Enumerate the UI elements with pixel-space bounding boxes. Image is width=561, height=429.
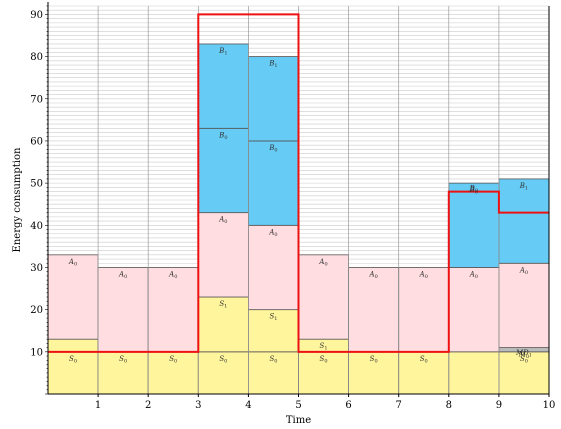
- y-tick-label: 50: [30, 179, 43, 190]
- bar-segment: [247, 56, 299, 142]
- y-tick-label: 90: [30, 10, 43, 21]
- segment-label: S0: [520, 355, 528, 365]
- annotation-label: B0: [469, 184, 478, 194]
- x-tick-label: 6: [345, 400, 351, 411]
- bar-segment: [47, 338, 99, 353]
- bar-segment: [97, 351, 149, 395]
- x-axis-title: Time: [286, 415, 311, 426]
- bars: [47, 43, 550, 395]
- y-tick-label: 30: [30, 263, 43, 274]
- segment-label: S0: [69, 355, 77, 365]
- bar-segment: [448, 351, 500, 395]
- bar-segment: [147, 267, 199, 353]
- segment-label: A0: [318, 258, 327, 268]
- bar-segment: [498, 178, 550, 264]
- segment-label: A0: [268, 228, 277, 238]
- segment-label: A0: [519, 266, 528, 276]
- bar-segment: [398, 267, 450, 353]
- annotation-label: MD1: [515, 349, 532, 359]
- segment-label: B0: [469, 186, 478, 196]
- x-tick-label: 10: [543, 400, 556, 411]
- segment-label: M0: [518, 351, 529, 361]
- segment-label: S0: [370, 355, 378, 365]
- bar-segment: [47, 254, 99, 340]
- segment-labels: S0 A0 S0 A0 S0 A0 S0 S1 A0 B0 B1 S0 S1 A0 B0 B1 S0 S1 A0 S0…: [68, 47, 532, 364]
- y-tick-label: 40: [30, 221, 43, 232]
- segment-label: S0: [119, 355, 127, 365]
- segment-label: A0: [369, 270, 378, 280]
- segment-label: A0: [469, 270, 478, 280]
- y-axis-title: Energy consumption: [12, 147, 23, 252]
- segment-label: S0: [420, 355, 428, 365]
- segment-label: A0: [419, 270, 428, 280]
- x-tick-label: 4: [245, 400, 251, 411]
- bar-segment: [47, 351, 99, 395]
- bar-segment: [348, 351, 400, 395]
- axes: 1 2 3 4 5 6 7 8 9 10 10 20 30 40 50 60 70 80 90: [30, 2, 555, 411]
- segment-label: A0: [68, 258, 77, 268]
- bar-segment: [348, 267, 400, 353]
- segment-label: B0: [268, 144, 277, 154]
- y-tick-label: 80: [30, 52, 43, 63]
- bar-segment: [247, 140, 299, 226]
- segment-label: A0: [218, 216, 227, 226]
- y-tick-label: 20: [30, 305, 43, 316]
- bar-segment: [498, 262, 550, 349]
- bar-segment: [498, 351, 550, 395]
- segment-label: B0: [218, 131, 227, 141]
- segment-label: B1: [218, 47, 227, 57]
- segment-label: S0: [320, 355, 328, 365]
- bar-segment: [147, 351, 199, 395]
- bar-segment: [97, 267, 149, 353]
- y-tick-label: 60: [30, 136, 43, 147]
- segment-label: B1: [519, 182, 528, 192]
- y-tick-label: 10: [30, 347, 43, 358]
- segment-label: S0: [269, 355, 277, 365]
- x-tick-label: 9: [496, 400, 502, 411]
- capacity-line-group: [48, 13, 549, 353]
- bar-segment: [298, 254, 349, 340]
- x-tick-label: 3: [195, 400, 201, 411]
- y-tick-label: 70: [30, 94, 43, 105]
- capacity-line: [48, 13, 549, 353]
- segment-label: A0: [168, 270, 177, 280]
- x-tick-label: 2: [145, 400, 151, 411]
- bar-segment: [448, 182, 500, 268]
- bar-segment: [197, 127, 249, 214]
- bar-segment: [247, 224, 299, 311]
- segment-label: S1: [320, 342, 328, 352]
- bar-segment: [448, 267, 500, 353]
- bar-segment: [197, 351, 249, 395]
- segment-label: S0: [169, 355, 177, 365]
- x-tick-label: 7: [396, 400, 402, 411]
- x-tick-label: 1: [95, 400, 101, 411]
- segment-label: S1: [219, 300, 227, 310]
- segment-label: B1: [268, 60, 277, 70]
- bar-segment: [197, 43, 249, 129]
- bar-segment: [197, 296, 249, 353]
- bar-segment: [197, 212, 249, 298]
- segment-label: S1: [269, 313, 277, 323]
- bar-segment: [247, 309, 299, 353]
- segment-label: S0: [219, 355, 227, 365]
- segment-label: A0: [118, 270, 127, 280]
- x-tick-label: 5: [295, 400, 301, 411]
- x-tick-label: 8: [446, 400, 452, 411]
